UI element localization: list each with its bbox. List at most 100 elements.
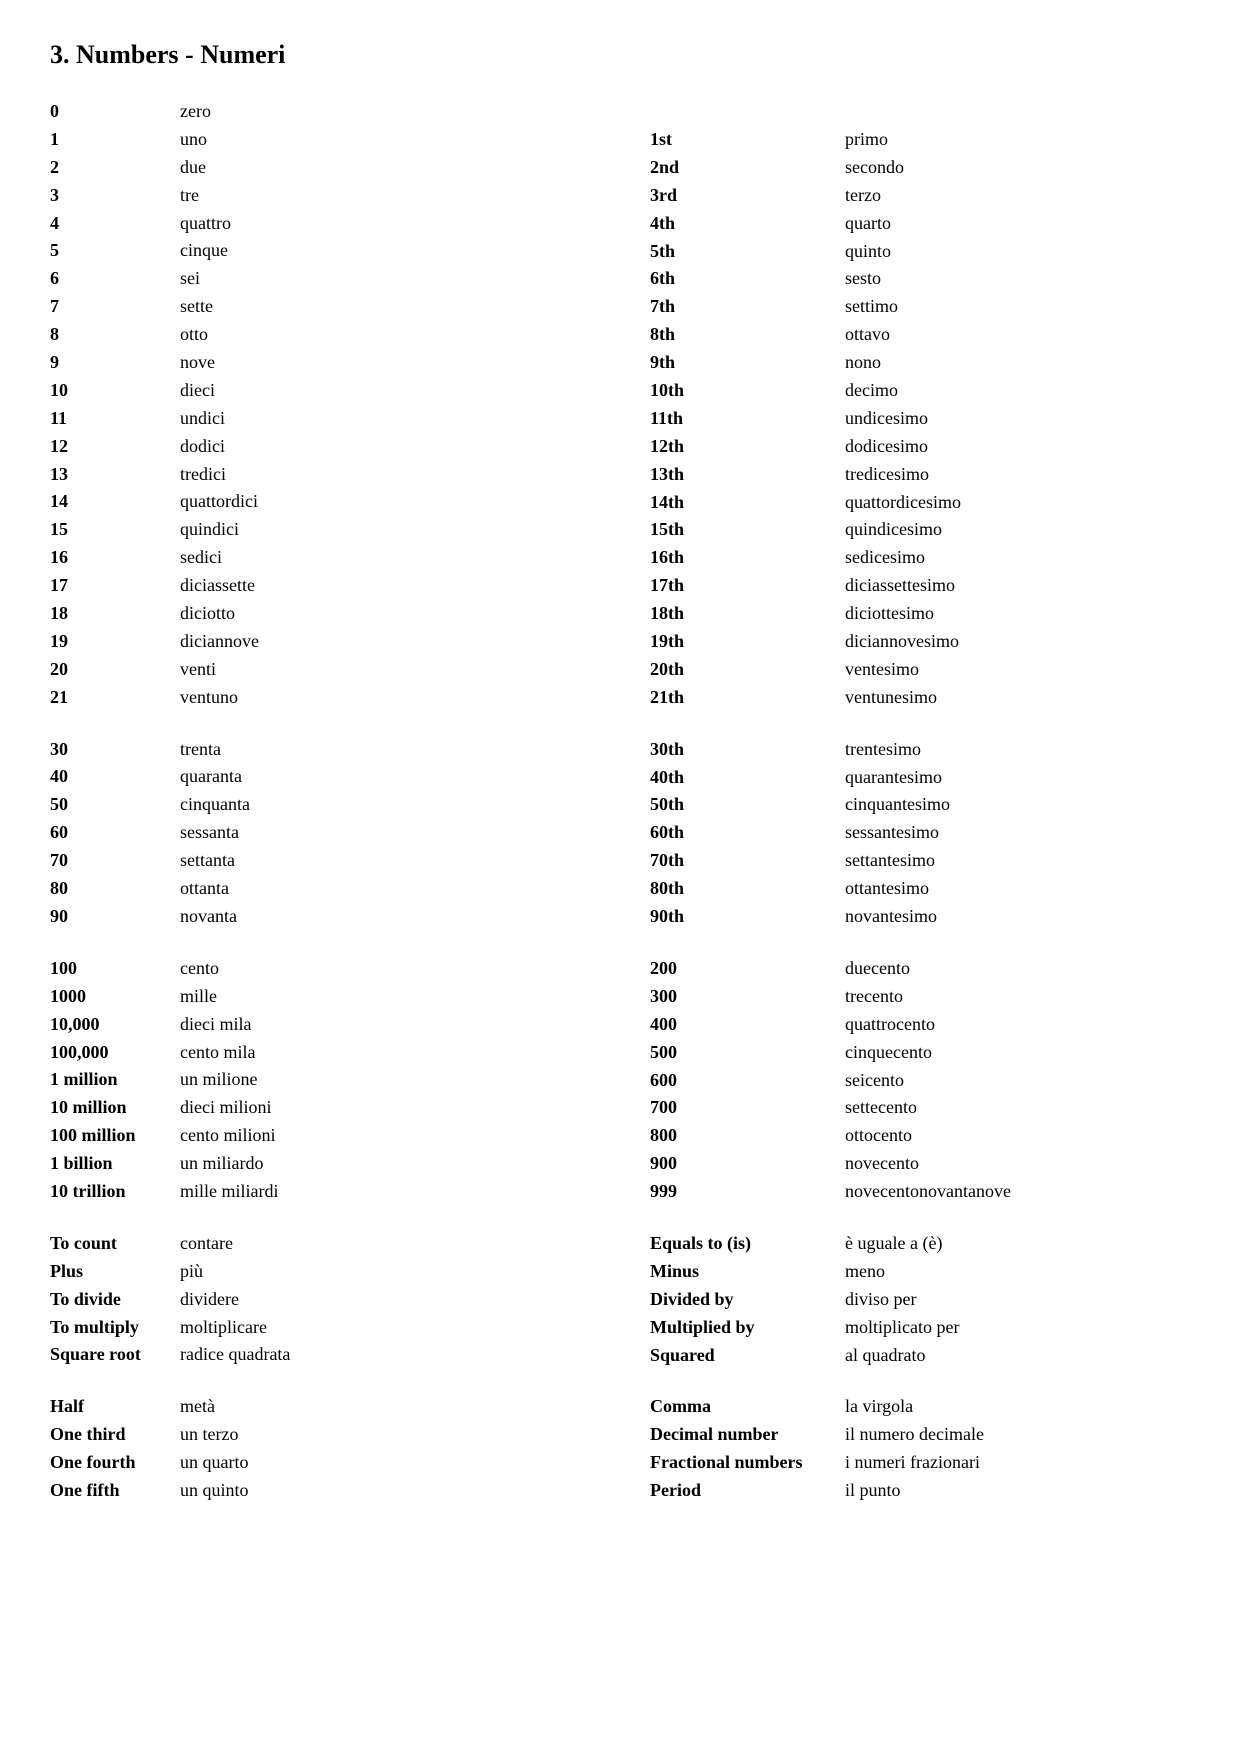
section-ordinals-2: 30thtrentesimo40thquarantesimo50thcinqua…	[650, 736, 1190, 931]
vocab-row: 3rdterzo	[650, 182, 1190, 210]
vocab-row: One fourthun quarto	[50, 1449, 590, 1477]
term-italian: mille	[180, 983, 217, 1011]
vocab-row: 400quattrocento	[650, 1011, 1190, 1039]
vocab-row: 18thdiciottesimo	[650, 600, 1190, 628]
vocab-row: 900novecento	[650, 1150, 1190, 1178]
vocab-row: 3tre	[50, 182, 590, 210]
vocab-row: 100,000cento mila	[50, 1039, 590, 1067]
vocab-row: 18diciotto	[50, 600, 590, 628]
term-italian: meno	[845, 1258, 885, 1286]
term-italian: due	[180, 154, 206, 182]
term-english: 3rd	[650, 182, 845, 210]
vocab-row: 60sessanta	[50, 819, 590, 847]
term-italian: sessanta	[180, 819, 239, 847]
term-english: Divided by	[650, 1286, 845, 1314]
term-english: Squared	[650, 1342, 845, 1370]
vocab-row: One fifthun quinto	[50, 1477, 590, 1505]
term-italian: cento milioni	[180, 1122, 275, 1150]
term-english: Square root	[50, 1341, 180, 1369]
term-italian: il punto	[845, 1477, 901, 1505]
term-english: 1000	[50, 983, 180, 1011]
term-english: 8	[50, 321, 180, 349]
vocab-row: 13tredici	[50, 461, 590, 489]
term-english: 10 million	[50, 1094, 180, 1122]
term-italian: ottanta	[180, 875, 229, 903]
term-english: 900	[650, 1150, 845, 1178]
vocab-row: 11thundicesimo	[650, 405, 1190, 433]
term-italian: uno	[180, 126, 207, 154]
vocab-row: 4thquarto	[650, 210, 1190, 238]
term-italian: settantesimo	[845, 847, 935, 875]
vocab-row: 10 trillionmille miliardi	[50, 1178, 590, 1206]
section-hundreds: 200duecento300trecento400quattrocento500…	[650, 955, 1190, 1206]
term-italian: metà	[180, 1393, 215, 1421]
term-english: 19th	[650, 628, 845, 656]
term-italian: diciannovesimo	[845, 628, 959, 656]
vocab-row: 12dodici	[50, 433, 590, 461]
vocab-row: 7thsettimo	[650, 293, 1190, 321]
vocab-row: 5thquinto	[650, 238, 1190, 266]
vocab-row: 10thdecimo	[650, 377, 1190, 405]
term-italian: novanta	[180, 903, 237, 931]
section-operations: To countcontarePluspiùTo dividedividereT…	[50, 1230, 590, 1369]
vocab-row: To countcontare	[50, 1230, 590, 1258]
vocab-row: Multiplied bymoltiplicato per	[650, 1314, 1190, 1342]
term-italian: novecentonovantanove	[845, 1178, 1011, 1206]
term-english: One fifth	[50, 1477, 180, 1505]
term-italian: ottantesimo	[845, 875, 929, 903]
vocab-row: 800ottocento	[650, 1122, 1190, 1150]
section-cardinals-2: 30trenta40quaranta50cinquanta60sessanta7…	[50, 736, 590, 931]
vocab-row: 6sei	[50, 265, 590, 293]
term-italian: dividere	[180, 1286, 239, 1314]
term-italian: i numeri frazionari	[845, 1449, 980, 1477]
term-italian: tredicesimo	[845, 461, 929, 489]
term-italian: undici	[180, 405, 225, 433]
vocab-row: 11undici	[50, 405, 590, 433]
term-italian: ottavo	[845, 321, 890, 349]
vocab-row: To multiplymoltiplicare	[50, 1314, 590, 1342]
vocab-row: 7sette	[50, 293, 590, 321]
term-english: To multiply	[50, 1314, 180, 1342]
term-english: 16th	[650, 544, 845, 572]
term-english: 15	[50, 516, 180, 544]
vocab-row: 14thquattordicesimo	[650, 489, 1190, 517]
term-english: 60	[50, 819, 180, 847]
content-columns: 0zero1uno2due3tre4quattro5cinque6sei7set…	[50, 98, 1190, 1529]
vocab-row: 4quattro	[50, 210, 590, 238]
section-operations-2: Equals to (is)è uguale a (è)MinusmenoDiv…	[650, 1230, 1190, 1369]
vocab-row: One thirdun terzo	[50, 1421, 590, 1449]
term-italian: nove	[180, 349, 215, 377]
term-italian: sedici	[180, 544, 222, 572]
vocab-row: 19thdiciannovesimo	[650, 628, 1190, 656]
term-english: 700	[650, 1094, 845, 1122]
term-english: 40th	[650, 764, 845, 792]
vocab-row: 50cinquanta	[50, 791, 590, 819]
term-english: 19	[50, 628, 180, 656]
vocab-row: 1 billionun miliardo	[50, 1150, 590, 1178]
term-english: 10,000	[50, 1011, 180, 1039]
vocab-row: Periodil punto	[650, 1477, 1190, 1505]
vocab-row: 0zero	[50, 98, 590, 126]
vocab-row: 9nove	[50, 349, 590, 377]
term-italian: quattro	[180, 210, 231, 238]
term-italian: settimo	[845, 293, 898, 321]
term-english: 15th	[650, 516, 845, 544]
term-italian: decimo	[845, 377, 898, 405]
term-english: 6	[50, 265, 180, 293]
term-italian: otto	[180, 321, 208, 349]
vocab-row: 200duecento	[650, 955, 1190, 983]
vocab-row: 10dieci	[50, 377, 590, 405]
term-italian: mille miliardi	[180, 1178, 278, 1206]
vocab-row: 15thquindicesimo	[650, 516, 1190, 544]
term-english: One fourth	[50, 1449, 180, 1477]
term-italian: diviso per	[845, 1286, 917, 1314]
term-english: 9th	[650, 349, 845, 377]
left-column: 0zero1uno2due3tre4quattro5cinque6sei7set…	[50, 98, 590, 1529]
term-english: 600	[650, 1067, 845, 1095]
term-english: 14th	[650, 489, 845, 517]
term-italian: cinquantesimo	[845, 791, 950, 819]
term-english: 12th	[650, 433, 845, 461]
vocab-row: 2ndsecondo	[650, 154, 1190, 182]
term-italian: diciottesimo	[845, 600, 934, 628]
term-english: 16	[50, 544, 180, 572]
